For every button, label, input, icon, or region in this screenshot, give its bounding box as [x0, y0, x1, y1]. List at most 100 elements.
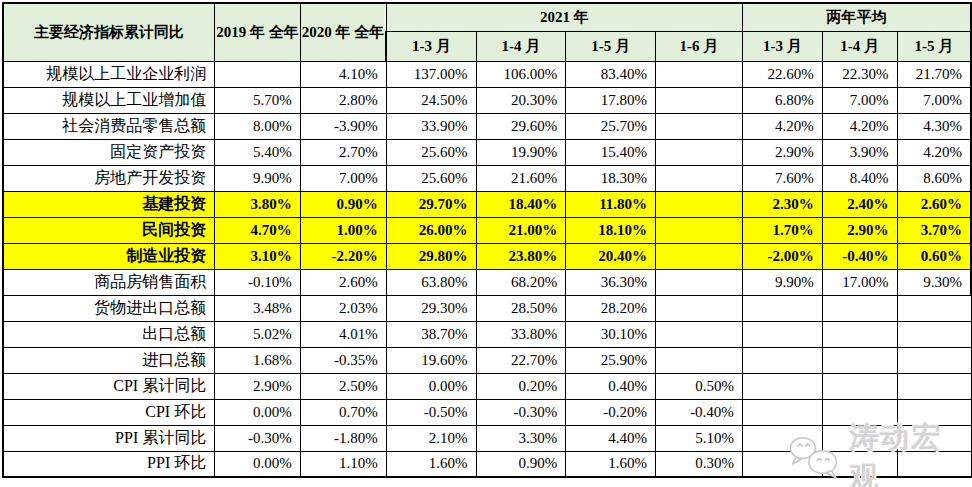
data-cell: 22.70%	[476, 347, 566, 373]
data-cell: 4.10%	[300, 61, 386, 87]
data-cell: 25.60%	[386, 139, 476, 165]
data-cell: 25.90%	[566, 347, 656, 373]
table-row: 固定资产投资5.40%2.70%25.60%19.90%15.40%2.90%3…	[3, 139, 971, 165]
header-group-two-year-average: 两年平均	[742, 3, 971, 31]
table-row: CPI 累计同比2.90%2.50%0.00%0.20%0.40%0.50%	[3, 373, 971, 399]
data-cell: -0.30%	[476, 399, 566, 425]
header-indicator: 主要经济指标累计同比	[3, 3, 215, 61]
data-cell: -2.00%	[742, 243, 822, 269]
data-cell: -0.40%	[822, 243, 897, 269]
row-label: 商品房销售面积	[3, 269, 215, 295]
table-row: PPI 累计同比-0.30%-1.80%2.10%3.30%4.40%5.10%	[3, 425, 971, 451]
data-cell: 0.30%	[656, 451, 743, 477]
data-cell: 0.00%	[215, 451, 301, 477]
data-cell: 4.70%	[215, 217, 301, 243]
data-cell: 9.90%	[215, 165, 301, 191]
row-label: 房地产开发投资	[3, 165, 215, 191]
data-cell: 19.60%	[386, 347, 476, 373]
header-2021-m1-6: 1-6 月	[656, 31, 743, 61]
data-cell: 0.00%	[386, 373, 476, 399]
header-2021-m1-4: 1-4 月	[476, 31, 566, 61]
row-label: PPI 环比	[3, 451, 215, 477]
data-cell: 7.00%	[822, 87, 897, 113]
empty-cell	[822, 373, 897, 399]
data-cell: 137.00%	[386, 61, 476, 87]
data-cell: 4.20%	[822, 113, 897, 139]
data-cell: 2.60%	[300, 269, 386, 295]
table-row: 进口总额1.68%-0.35%19.60%22.70%25.90%	[3, 347, 971, 373]
data-cell: -0.50%	[386, 399, 476, 425]
data-cell: -0.40%	[656, 399, 743, 425]
data-cell: -0.35%	[300, 347, 386, 373]
row-label: 货物进出口总额	[3, 295, 215, 321]
empty-cell	[897, 321, 971, 347]
data-cell	[656, 87, 743, 113]
table-row: 货物进出口总额3.48%2.03%29.30%28.50%28.20%	[3, 295, 971, 321]
data-cell: 3.30%	[476, 425, 566, 451]
row-label: PPI 累计同比	[3, 425, 215, 451]
data-cell	[215, 61, 301, 87]
data-cell: 19.90%	[476, 139, 566, 165]
data-cell: 29.60%	[476, 113, 566, 139]
empty-cell	[742, 451, 822, 477]
table-row: 房地产开发投资9.90%7.00%25.60%21.60%18.30%7.60%…	[3, 165, 971, 191]
data-cell: 2.80%	[300, 87, 386, 113]
data-cell: 5.02%	[215, 321, 301, 347]
header-2021-m1-3: 1-3 月	[386, 31, 476, 61]
data-cell	[656, 295, 743, 321]
empty-cell	[822, 321, 897, 347]
data-cell: 15.40%	[566, 139, 656, 165]
data-cell: 2.60%	[897, 191, 971, 217]
empty-cell	[897, 347, 971, 373]
data-cell: 2.90%	[215, 373, 301, 399]
table-row: 民间投资4.70%1.00%26.00%21.00%18.10%1.70%2.9…	[3, 217, 971, 243]
data-cell: 20.30%	[476, 87, 566, 113]
data-cell: 2.90%	[822, 217, 897, 243]
data-cell: 21.60%	[476, 165, 566, 191]
table-row: 规模以上工业增加值5.70%2.80%24.50%20.30%17.80%6.8…	[3, 87, 971, 113]
data-cell: 1.60%	[386, 451, 476, 477]
data-cell: 5.70%	[215, 87, 301, 113]
data-cell: 6.80%	[742, 87, 822, 113]
data-cell: 63.80%	[386, 269, 476, 295]
data-cell: 8.00%	[215, 113, 301, 139]
row-label: 固定资产投资	[3, 139, 215, 165]
data-cell: 22.30%	[822, 61, 897, 87]
data-cell: 3.48%	[215, 295, 301, 321]
data-cell: 0.90%	[476, 451, 566, 477]
data-cell: 1.60%	[566, 451, 656, 477]
data-cell: -0.20%	[566, 399, 656, 425]
empty-cell	[897, 295, 971, 321]
data-cell: 30.10%	[566, 321, 656, 347]
table-row: 社会消费品零售总额8.00%-3.90%33.90%29.60%25.70%4.…	[3, 113, 971, 139]
data-cell: 8.60%	[897, 165, 971, 191]
data-cell: -0.30%	[215, 425, 301, 451]
table-row: 商品房销售面积-0.10%2.60%63.80%68.20%36.30%9.90…	[3, 269, 971, 295]
data-cell: 9.30%	[897, 269, 971, 295]
empty-cell	[742, 373, 822, 399]
data-cell: 20.40%	[566, 243, 656, 269]
row-label: 规模以上工业企业利润	[3, 61, 215, 87]
empty-cell	[897, 425, 971, 451]
data-cell	[656, 243, 743, 269]
data-cell: 28.20%	[566, 295, 656, 321]
data-cell: 0.40%	[566, 373, 656, 399]
table-row: 制造业投资3.10%-2.20%29.80%23.80%20.40%-2.00%…	[3, 243, 971, 269]
data-cell: -3.90%	[300, 113, 386, 139]
empty-cell	[822, 425, 897, 451]
empty-cell	[742, 399, 822, 425]
data-cell: 2.70%	[300, 139, 386, 165]
data-cell: 8.40%	[822, 165, 897, 191]
data-cell: -0.10%	[215, 269, 301, 295]
data-cell: 25.60%	[386, 165, 476, 191]
data-cell: 5.10%	[656, 425, 743, 451]
data-cell: 3.70%	[897, 217, 971, 243]
data-cell: 2.50%	[300, 373, 386, 399]
data-cell: 23.80%	[476, 243, 566, 269]
data-cell: 7.00%	[300, 165, 386, 191]
data-cell: 4.30%	[897, 113, 971, 139]
data-cell	[656, 165, 743, 191]
data-cell: 21.70%	[897, 61, 971, 87]
data-cell: 1.70%	[742, 217, 822, 243]
empty-cell	[822, 451, 897, 477]
